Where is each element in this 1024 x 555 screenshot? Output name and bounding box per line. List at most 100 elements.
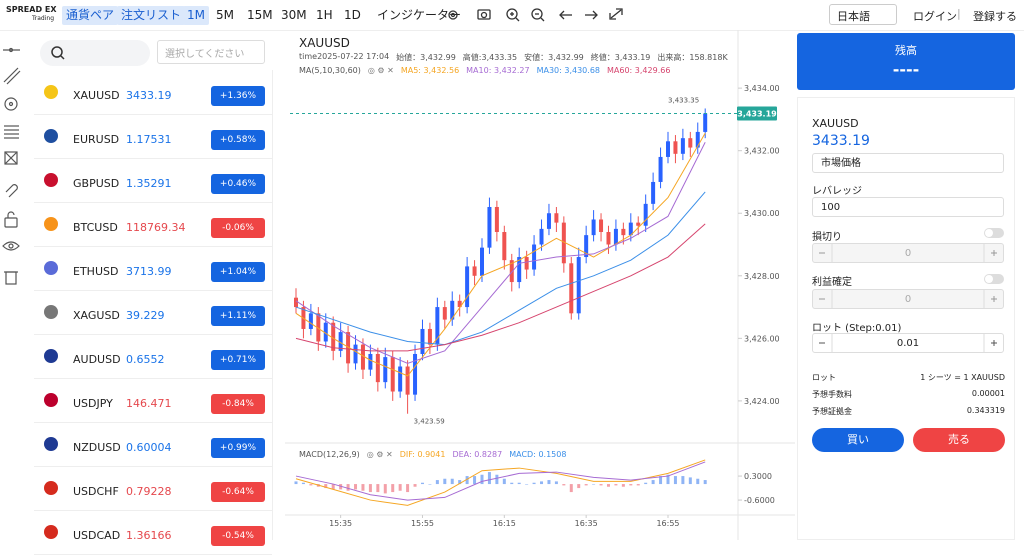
timeframe-button[interactable]: 30M (281, 8, 307, 22)
info-label: 予想証拠金 (812, 407, 852, 416)
price: 0.79228 (126, 485, 172, 498)
leverage-select[interactable]: 100 (812, 197, 1004, 217)
lot-input[interactable]: 0.01 (812, 333, 1004, 353)
timeframe-button[interactable]: 1D (344, 8, 361, 22)
register[interactable]: 登録する (973, 10, 1017, 23)
macd-bar (621, 484, 625, 487)
balance-box (797, 33, 1015, 90)
price: 1.36166 (126, 529, 172, 542)
nav-button[interactable]: 注文リスト (117, 6, 186, 25)
macd-bar (599, 484, 603, 486)
macd-bar (547, 480, 551, 485)
ma-line (295, 142, 706, 364)
timeframe-button[interactable]: 5M (216, 8, 234, 22)
low-label: 3,423.59 (414, 418, 445, 426)
language-select[interactable] (829, 4, 897, 25)
macd-bar (450, 478, 454, 485)
symbol-select[interactable] (157, 40, 265, 64)
candle-body (465, 266, 470, 308)
y-tick-label: 3,428.00 (744, 272, 780, 281)
change-badge: +0.46% (211, 174, 265, 194)
stop-loss-label: 損切り (812, 232, 842, 243)
macd-bar (681, 476, 685, 485)
indicator-button[interactable]: インジケーター (377, 8, 462, 22)
take-profit-input[interactable]: 0 (812, 289, 1004, 309)
macd-bar (696, 478, 700, 485)
candle-body (643, 203, 648, 226)
balance: ---- (892, 60, 920, 79)
candle-body (360, 344, 365, 370)
buy-button[interactable]: 買い (812, 428, 904, 452)
symbol: XAGUSD (73, 309, 120, 322)
timeframe-button[interactable]: 1H (316, 8, 333, 22)
watchlist-row[interactable]: NZDUSD 0.60004 +0.99% (34, 422, 272, 467)
candle-body (532, 244, 537, 270)
macd-bar (532, 482, 536, 485)
macd-bar (420, 482, 424, 485)
login[interactable]: ログイン (913, 10, 957, 23)
watchlist-row[interactable]: USDJPY 146.471 -0.84% (34, 378, 272, 423)
leverage-label: レバレッジ (812, 186, 862, 197)
order-type: 市場価格 (821, 158, 861, 169)
info-item: 出来高：158.818K (657, 53, 728, 62)
macd-bar (606, 484, 610, 487)
watchlist-row[interactable]: XAGUSD 39.229 +1.11% (34, 290, 272, 335)
candle-body (346, 332, 351, 364)
symbol: AUDUSD (73, 353, 121, 366)
change-badge: +0.71% (211, 350, 265, 370)
change-badge: -0.06% (211, 218, 265, 238)
search-box[interactable] (40, 40, 150, 66)
candle-body (442, 307, 447, 320)
x-tick-label: 16:35 (575, 519, 598, 528)
candle-body (666, 141, 670, 157)
macd-bar (644, 482, 648, 485)
flag (44, 349, 58, 363)
price: 118769.34 (126, 221, 186, 234)
candle-body (457, 300, 462, 308)
candle-body (294, 297, 298, 308)
price: 3433.19 (126, 89, 172, 102)
info-item: time2025-07-22 17:04 (299, 52, 390, 61)
lot: 0.01 (896, 338, 920, 349)
candle-body (554, 213, 559, 223)
macd-bar (465, 476, 469, 485)
flag (44, 261, 58, 275)
timeframe-button[interactable]: 1M (183, 6, 209, 25)
stop-loss-input[interactable]: 0 (812, 243, 1004, 263)
flag (44, 525, 58, 539)
macd-bar (666, 474, 670, 485)
watchlist-row[interactable]: XAUUSD 3433.19 +1.36% (34, 70, 272, 115)
watchlist-row[interactable]: ETHUSD 3713.99 +1.04% (34, 246, 272, 291)
order-symbol: XAUUSD (812, 117, 859, 130)
macd-line-label: DEA: 0.8287 (452, 450, 503, 459)
watchlist-row[interactable]: USDCAD 1.36166 -0.54% (34, 510, 272, 555)
candle-body (673, 141, 678, 154)
candle-body (561, 222, 566, 264)
nav-button[interactable]: 通貨ペア (62, 6, 119, 25)
macd-bar (651, 480, 655, 485)
ma-label: MA10: 3,432.27 (466, 66, 530, 75)
candle-body (599, 219, 604, 233)
watchlist-row[interactable]: EURUSD 1.17531 +0.58% (34, 114, 272, 159)
sell-button[interactable]: 売る (913, 428, 1005, 452)
macd-bar (659, 476, 663, 485)
change-badge: -0.64% (211, 482, 265, 502)
price: 3713.99 (126, 265, 172, 278)
candle-body (539, 228, 544, 245)
symbol: GBPUSD (73, 177, 120, 190)
watchlist-row[interactable]: BTCUSD 118769.34 -0.06% (34, 202, 272, 247)
candle-body (680, 138, 685, 154)
watchlist-row[interactable]: GBPUSD 1.35291 +0.46% (34, 158, 272, 203)
timeframe-button[interactable]: 15M (247, 8, 273, 22)
watchlist-row[interactable]: USDCHF 0.79228 -0.64% (34, 466, 272, 511)
watchlist-row[interactable]: AUDUSD 0.6552 +0.71% (34, 334, 272, 379)
macd-bar (435, 480, 439, 485)
candle-body (450, 300, 455, 320)
change-badge: -0.84% (211, 394, 265, 414)
macd-bar (502, 478, 506, 485)
balance-title: 残高 (895, 44, 917, 57)
order-type-select[interactable]: 市場価格 (812, 153, 1004, 173)
leverage: 100 (821, 202, 841, 213)
macd-bar (584, 484, 588, 486)
candle-body (606, 232, 611, 245)
